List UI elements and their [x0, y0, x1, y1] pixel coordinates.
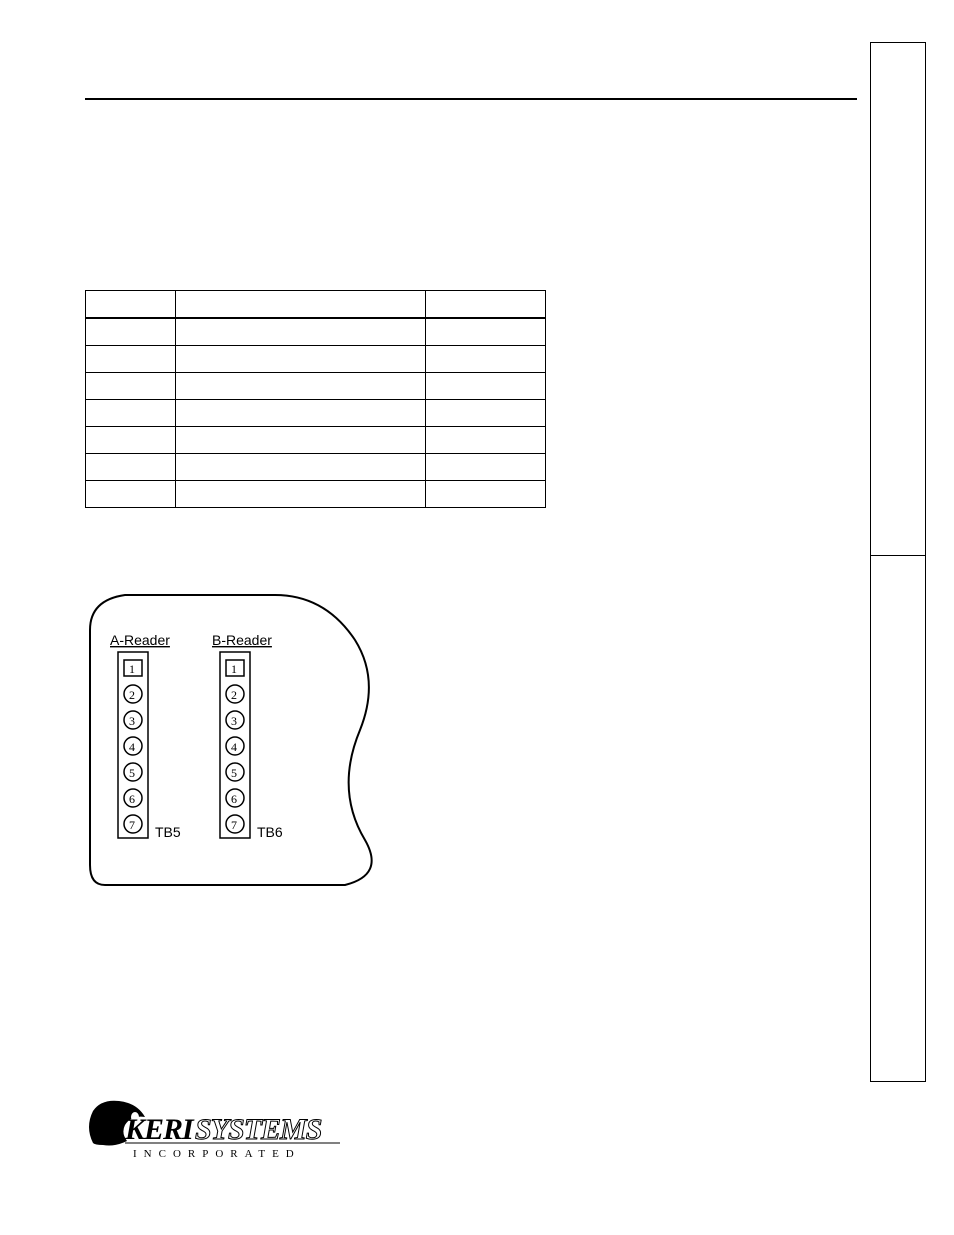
footer-phone: (800) 260-5265 (408) 451-2520 FAX (408) … [594, 1129, 850, 1144]
svg-text:1: 1 [231, 662, 237, 676]
header-rule [85, 98, 857, 100]
table-row: 2+5 VDCRed [86, 346, 546, 373]
page-number: Page 5 of 28 [460, 1181, 530, 1197]
footnote: NOTE: Pin 2 provides +5 VDC for Wiegand … [85, 950, 845, 1012]
reader-figure: A-Reader B-Reader 1 1 2 3 4 5 6 7 2 3 4 … [85, 590, 385, 890]
svg-text:3: 3 [129, 714, 135, 728]
svg-text:4: 4 [231, 740, 237, 754]
svg-text:6: 6 [129, 792, 135, 806]
svg-text:3: 3 [231, 714, 237, 728]
svg-text:2: 2 [231, 688, 237, 702]
side-tab-upper-label: PXL-500W [880, 80, 916, 540]
tb5-label: TB5 [155, 824, 181, 840]
footer-addr2: San Jose, CA 95112 USA [725, 1114, 850, 1129]
tb6-label: TB6 [257, 824, 283, 840]
doc-code: PXL-500W [85, 58, 222, 90]
footer-doc-id: 01928-001 Rev. A [763, 1083, 850, 1098]
figure-caption: Figure 3: The Wiegand Reader Input [115, 900, 335, 917]
pinout-table: TB Pin Wiegand Function Wire Color 1Grou… [85, 290, 546, 508]
svg-text:7: 7 [129, 818, 135, 832]
svg-text:4: 4 [129, 740, 135, 754]
svg-text:1: 1 [129, 662, 135, 676]
page-root: PXL-500W Quick Start Guide PXL-500W 4.1 … [0, 0, 954, 1235]
footer-addr1: 1530 Old Oakland Road, Suite 100 [679, 1098, 850, 1113]
svg-text:KERI: KERI [124, 1113, 195, 1146]
table-header-row: TB Pin Wiegand Function Wire Color [86, 291, 546, 319]
footer-web: Web: http://www.kerisys.com E-mail: sale… [574, 1145, 850, 1160]
table-row: 7+12 VDC [86, 481, 546, 508]
footer-block: 01928-001 Rev. A 1530 Old Oakland Road, … [360, 1083, 850, 1160]
svg-text:5: 5 [129, 766, 135, 780]
section-title: 4.1 Connecting a Wiegand Compatible Read… [85, 140, 494, 166]
svg-text:7: 7 [231, 818, 237, 832]
col-pin: TB Pin [86, 291, 176, 319]
table-row: 5not used [86, 427, 546, 454]
table-row: 3Data 0Green [86, 373, 546, 400]
b-reader-label: B-Reader [212, 632, 272, 648]
svg-text:INCORPORATED: INCORPORATED [133, 1148, 301, 1160]
a-reader-label: A-Reader [110, 632, 170, 648]
intro-paragraph: Table 2 provides the connection pin-outs… [85, 190, 857, 235]
svg-text:6: 6 [231, 792, 237, 806]
svg-text:5: 5 [231, 766, 237, 780]
table-row: 6LED ControlBrown [86, 454, 546, 481]
table-caption: Table 2: TB-5 / TB-6 Pin-outs [200, 268, 380, 285]
table-row: 1GroundBlack [86, 318, 546, 346]
table-row: 4Data 1White [86, 400, 546, 427]
col-func: Wiegand Function [176, 291, 426, 319]
table-body: 1GroundBlack 2+5 VDCRed 3Data 0Green 4Da… [86, 318, 546, 508]
svg-text:SYSTEMS: SYSTEMS [195, 1113, 322, 1146]
side-tab-lower-label: Quick Start Guide [880, 600, 916, 1040]
col-color: Wire Color [426, 291, 546, 319]
company-logo: KERI SYSTEMS INCORPORATED [85, 1095, 345, 1170]
svg-text:2: 2 [129, 688, 135, 702]
